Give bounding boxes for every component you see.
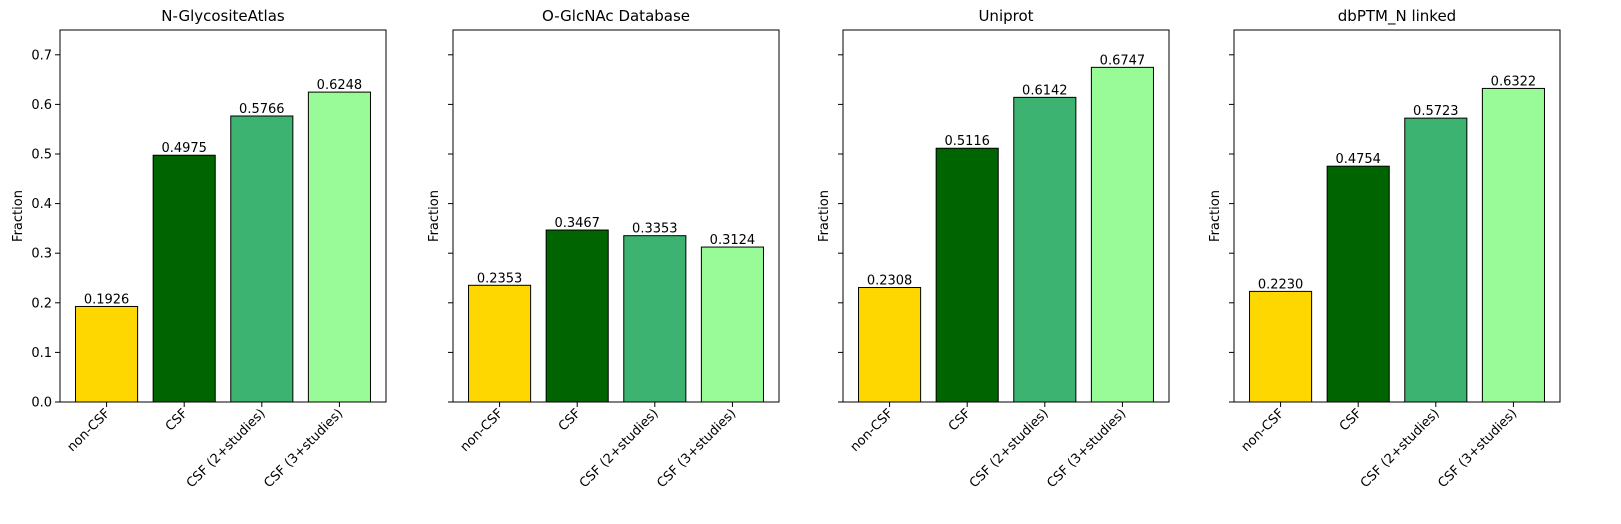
x-tick-label: non-CSF (1239, 406, 1288, 455)
x-tick-label: CSF (3+studies) (654, 406, 739, 491)
y-tick-label: 0.2 (31, 296, 52, 311)
bar-non-csf (1249, 290, 1313, 403)
bar-non-csf (858, 287, 922, 403)
bar-csf-2-studies (623, 235, 687, 403)
y-axis-label: Fraction (817, 190, 832, 242)
y-tick-label: 0.4 (31, 197, 52, 212)
bar-value-label: 0.4975 (161, 141, 207, 156)
bar-non-csf (75, 305, 139, 403)
x-tick-label: non-CSF (65, 406, 114, 455)
chart-title: O-GlcNAc Database (542, 7, 690, 25)
x-tick-label: CSF (946, 406, 974, 434)
bar-csf-2-studies (1404, 117, 1468, 403)
y-tick-label: 0.5 (31, 148, 52, 163)
bar-value-label: 0.5723 (1413, 104, 1459, 119)
x-tick-label: non-CSF (848, 406, 897, 455)
bar-value-label: 0.2308 (867, 274, 913, 289)
chart-title: dbPTM_N linked (1338, 7, 1456, 26)
bar-non-csf (468, 284, 532, 403)
bar-csf (1326, 165, 1390, 403)
axes-frame (1233, 29, 1561, 403)
bar-value-label: 0.3353 (632, 222, 678, 237)
bar-csf-3-studies (1481, 87, 1545, 403)
bar-csf (152, 154, 216, 403)
chart-panel-2: O-GlcNAc Database Fraction 0.2353 non-CSF 0.… (427, 7, 780, 491)
x-tick-label: CSF (3+studies) (261, 406, 346, 491)
bar-value-label: 0.3467 (554, 216, 600, 231)
chart-panel-3: Uniprot Fraction 0.2308 non-CSF 0.5116 CSF 0.6… (817, 7, 1170, 491)
bar-value-label: 0.6248 (317, 78, 363, 93)
bar-csf-3-studies (700, 246, 764, 403)
y-axis-label: Fraction (11, 190, 26, 242)
x-tick-label: CSF (2+studies) (967, 406, 1052, 491)
x-tick-label: CSF (3+studies) (1435, 406, 1520, 491)
bar-csf-3-studies (307, 91, 371, 403)
bar-csf-3-studies (1090, 66, 1154, 403)
bar-value-label: 0.1926 (84, 292, 130, 307)
x-tick-label: CSF (2+studies) (184, 406, 269, 491)
y-axis-label: Fraction (1208, 190, 1223, 242)
bar-value-label: 0.6747 (1100, 53, 1146, 68)
axes-frame (59, 29, 387, 403)
bar-value-label: 0.2230 (1258, 277, 1304, 292)
axes-frame (452, 29, 780, 403)
bar-csf-2-studies (230, 115, 294, 403)
bar-value-label: 0.3124 (710, 233, 756, 248)
bar-value-label: 0.6322 (1491, 74, 1537, 89)
chart-panel-4: dbPTM_N linked Fraction 0.2230 non-CSF 0.475… (1208, 7, 1561, 491)
chart-panel-1: N-GlycositeAtlas Fraction 0.0 0.1 0.2 0.3 0.4 0… (11, 7, 387, 491)
axes-frame (842, 29, 1170, 403)
y-tick-label: 0.1 (31, 346, 52, 361)
x-tick-label: CSF (556, 406, 584, 434)
bar-value-label: 0.2353 (477, 271, 523, 286)
chart-title: Uniprot (978, 7, 1033, 25)
bar-value-label: 0.5766 (239, 102, 285, 117)
chart-title: N-GlycositeAtlas (161, 7, 285, 25)
x-tick-label: CSF (2+studies) (577, 406, 662, 491)
bar-value-label: 0.6142 (1022, 83, 1068, 98)
x-tick-label: CSF (2+studies) (1358, 406, 1443, 491)
y-tick-label: 0.0 (31, 396, 52, 411)
x-tick-label: non-CSF (458, 406, 507, 455)
x-tick-label: CSF (3+studies) (1044, 406, 1129, 491)
bar-value-label: 0.5116 (944, 134, 990, 149)
x-tick-label: CSF (163, 406, 191, 434)
y-axis-label: Fraction (427, 190, 442, 242)
y-tick-label: 0.6 (31, 98, 52, 113)
bar-csf-2-studies (1013, 96, 1077, 403)
bar-value-label: 0.4754 (1335, 152, 1381, 167)
x-tick-label: CSF (1337, 406, 1365, 434)
bar-csf (935, 147, 999, 403)
bar-csf (545, 229, 609, 403)
y-tick-label: 0.7 (31, 48, 52, 63)
y-tick-label: 0.3 (31, 247, 52, 262)
